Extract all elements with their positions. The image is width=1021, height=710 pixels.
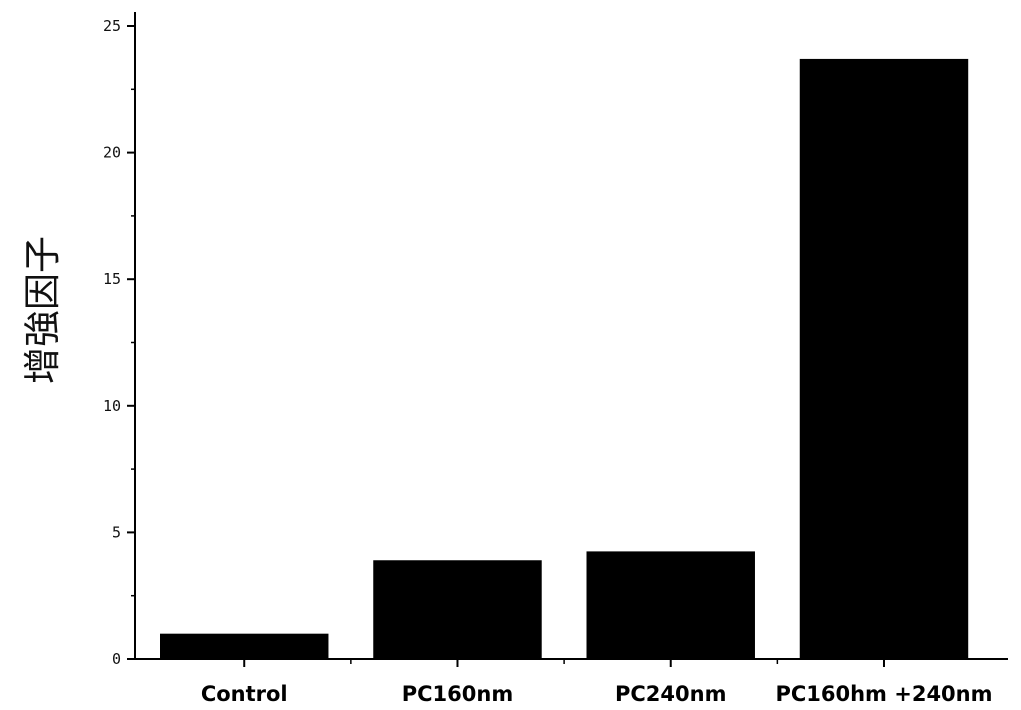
x-tick-label: PC160nm	[402, 682, 513, 706]
category-labels: Control PC160nm PC240nm PC160hm +240nm	[201, 682, 993, 706]
y-axis: 0 5 10 15 20 25	[103, 12, 136, 668]
x-tick-label: Control	[201, 682, 288, 706]
bar-1	[373, 560, 542, 659]
bars	[160, 58, 969, 659]
x-tick-label: PC240nm	[615, 682, 726, 706]
y-tick-label: 25	[103, 17, 121, 35]
y-tick-label: 5	[112, 523, 121, 541]
bar-2	[586, 551, 755, 659]
y-tick-label: 0	[112, 650, 121, 668]
y-tick-label: 15	[103, 270, 121, 288]
x-tick-label: PC160hm +240nm	[775, 682, 992, 706]
bar-3	[799, 58, 969, 659]
x-axis	[135, 658, 1008, 667]
y-tick-label: 20	[103, 144, 121, 162]
y-tick-label: 10	[103, 397, 121, 415]
bar-0	[160, 633, 329, 659]
y-axis-label: 增強因子	[21, 236, 64, 384]
